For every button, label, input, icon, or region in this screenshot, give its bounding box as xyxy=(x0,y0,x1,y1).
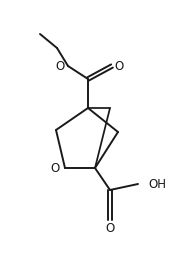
Text: OH: OH xyxy=(148,177,166,190)
Text: O: O xyxy=(55,59,65,73)
Text: O: O xyxy=(114,59,124,73)
Text: O: O xyxy=(50,161,60,174)
Text: O: O xyxy=(105,221,115,234)
